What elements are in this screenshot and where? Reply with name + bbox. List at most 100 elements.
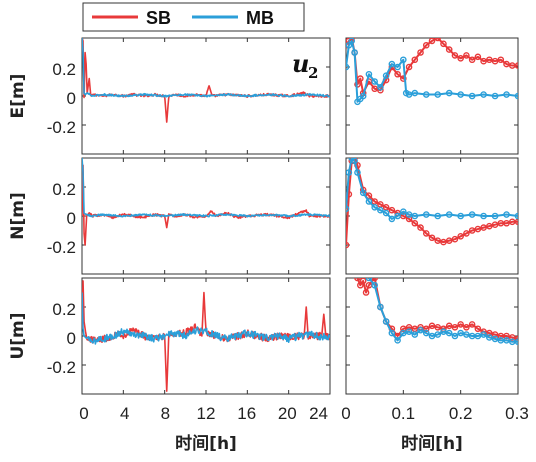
- y-tick-labels-u: 0.2 0 -0.2: [47, 300, 76, 377]
- data-point-mb: [346, 41, 353, 49]
- x-tick-labels-left: 0 4 8 12 16 20 24: [79, 404, 328, 423]
- data-point-mb: [457, 329, 464, 337]
- data-point-mb: [354, 169, 361, 176]
- data-point-mb: [405, 328, 413, 335]
- data-point-mb: [514, 338, 518, 346]
- data-point-mb: [351, 49, 358, 56]
- data-point-mb: [405, 91, 413, 98]
- y-tick-label: 0.2: [52, 300, 76, 319]
- data-point-sb: [491, 57, 499, 65]
- data-point-sb: [486, 56, 493, 64]
- series-line-sb-e-zoom: [346, 38, 518, 95]
- y-tick-label: -0.2: [47, 118, 76, 137]
- data-point-mb: [468, 92, 476, 100]
- data-point-mb: [428, 332, 436, 340]
- data-point-mb: [388, 329, 396, 337]
- data-point-mb: [514, 212, 518, 220]
- data-point-mb: [382, 318, 390, 325]
- x-tick-label: 20: [278, 404, 297, 423]
- data-point-mb: [411, 89, 419, 97]
- data-point-sb: [394, 70, 401, 78]
- y-axis-label-u: U[m]: [8, 312, 28, 359]
- data-point-mb: [405, 211, 413, 218]
- data-point-mb: [377, 84, 384, 91]
- data-point-mb: [348, 38, 356, 45]
- data-point-sb: [434, 38, 442, 42]
- data-point-mb: [457, 212, 464, 220]
- data-point-sb: [451, 235, 459, 243]
- data-point-mb: [371, 281, 378, 289]
- data-point-mb: [457, 91, 464, 98]
- data-point-sb: [440, 40, 447, 48]
- data-point-sb: [514, 218, 518, 226]
- data-point-sb: [474, 225, 482, 233]
- data-point-sb: [359, 278, 367, 285]
- series-line-sb-u-zoom: [356, 278, 518, 340]
- data-point-sb: [445, 237, 453, 244]
- y-tick-label: 0: [67, 89, 76, 108]
- data-point-mb: [377, 206, 384, 214]
- data-point-mb: [365, 198, 373, 205]
- data-point-mb: [346, 205, 350, 213]
- data-point-sb: [491, 221, 499, 228]
- data-point-sb: [514, 335, 518, 343]
- x-tick-label: 4: [120, 404, 129, 423]
- data-point-sb: [486, 222, 493, 230]
- data-point-mb: [486, 334, 493, 341]
- series-line-sb-n-full: [82, 164, 330, 246]
- data-point-sb: [503, 60, 510, 68]
- data-point-mb: [480, 331, 487, 338]
- series-line-mb-e-zoom: [346, 39, 518, 103]
- data-point-mb: [411, 212, 419, 220]
- data-point-mb: [434, 212, 442, 220]
- data-point-sb: [463, 230, 470, 237]
- x-tick-label: 8: [161, 404, 170, 423]
- data-point-mb: [346, 169, 353, 176]
- data-point-mb: [480, 91, 487, 98]
- data-point-sb: [508, 334, 516, 341]
- data-point-sb: [457, 55, 464, 62]
- x-tick-label: 16: [237, 404, 256, 423]
- data-point-sb: [463, 323, 470, 331]
- data-point-mb: [400, 208, 407, 215]
- data-point-sb: [428, 322, 436, 330]
- data-point-sb: [405, 63, 413, 71]
- data-point-mb: [474, 332, 482, 340]
- series-traces: [82, 38, 518, 392]
- data-point-mb: [503, 211, 510, 218]
- data-point-mb: [382, 72, 390, 79]
- y-tick-label: 0: [67, 329, 76, 348]
- data-point-mb: [394, 337, 401, 344]
- data-point-sb: [457, 232, 464, 240]
- legend: SB MB: [82, 2, 305, 32]
- data-point-mb: [371, 78, 378, 85]
- data-point-mb: [445, 211, 453, 218]
- data-point-sb: [463, 52, 470, 59]
- data-point-sb: [400, 325, 407, 333]
- series-line-mb-n-full: [82, 158, 330, 218]
- data-point-mb: [394, 212, 401, 220]
- data-point-sb: [491, 331, 499, 338]
- data-point-sb: [357, 281, 364, 289]
- data-point-sb: [388, 206, 396, 214]
- data-point-mb: [377, 303, 384, 311]
- data-point-mb: [346, 63, 350, 71]
- y-tick-label: 0.2: [52, 180, 76, 199]
- data-point-mb: [400, 329, 407, 337]
- data-point-sb: [428, 38, 436, 45]
- data-point-mb: [503, 337, 510, 344]
- y-tick-label: -0.2: [47, 238, 76, 257]
- data-point-sb: [405, 323, 413, 331]
- data-point-sb: [480, 224, 487, 231]
- data-point-sb: [405, 215, 413, 223]
- data-point-mb: [388, 60, 396, 68]
- series-line-mb-u-full: [82, 292, 330, 345]
- data-point-sb: [480, 57, 487, 65]
- y-axis-label-e: E[m]: [8, 74, 28, 119]
- annotation-subscript: 2: [308, 64, 318, 82]
- data-point-mb: [503, 91, 510, 98]
- series-line-mb-e-full: [82, 38, 330, 98]
- data-point-mb: [468, 211, 476, 218]
- y-axis-label-n: N[m]: [8, 192, 28, 239]
